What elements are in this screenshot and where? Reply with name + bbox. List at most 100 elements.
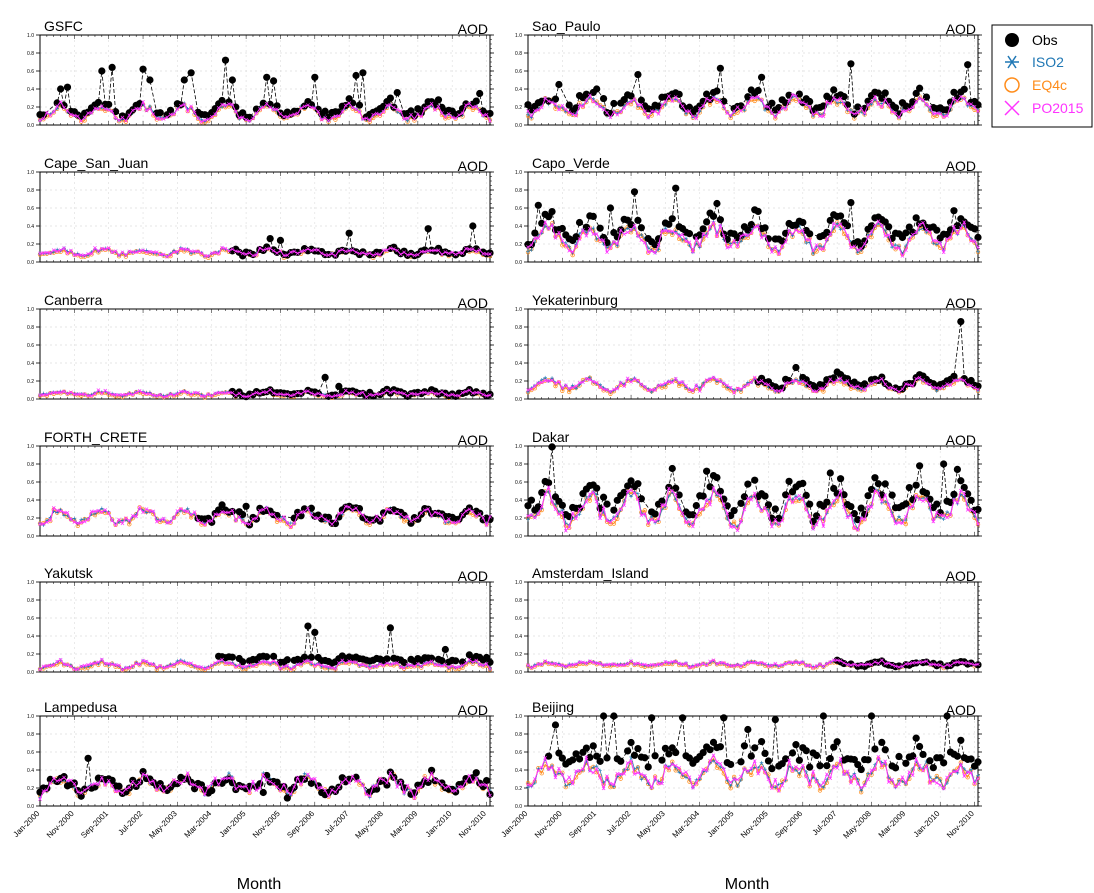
point-po2015 xyxy=(306,103,310,108)
point-po2015 xyxy=(82,253,87,258)
point-iso2 xyxy=(663,226,668,230)
point-po2015 xyxy=(398,390,403,395)
point-po2015 xyxy=(185,247,190,252)
y-tick-label: 0.4 xyxy=(27,498,34,504)
point-po2015 xyxy=(309,391,314,395)
point-obs xyxy=(331,391,340,399)
point-po2015 xyxy=(79,119,84,123)
point-obs xyxy=(269,77,278,85)
point-po2015 xyxy=(694,116,699,121)
point-po2015 xyxy=(866,102,870,107)
point-po2015 xyxy=(976,109,980,114)
point-po2015 xyxy=(220,390,224,395)
point-po2015 xyxy=(886,233,891,237)
point-obs xyxy=(699,225,707,233)
point-iso2 xyxy=(51,250,56,254)
point-po2015 xyxy=(828,232,833,237)
point-obs xyxy=(960,85,968,93)
point-po2015 xyxy=(295,111,300,116)
y-tick-label: 0.2 xyxy=(515,379,522,385)
point-po2015 xyxy=(584,98,589,103)
point-po2015 xyxy=(309,248,314,253)
point-obs xyxy=(974,101,982,109)
point-obs xyxy=(63,83,72,91)
point-po2015 xyxy=(182,102,187,107)
point-po2015 xyxy=(323,394,327,398)
point-po2015 xyxy=(127,249,132,254)
point-obs xyxy=(486,390,494,398)
point-po2015 xyxy=(378,252,382,257)
point-po2015 xyxy=(62,105,66,110)
point-po2015 xyxy=(93,391,97,396)
panel-cape-san-juan: 0.0 0.2 0.4 0.6 0.8 1.0 Cape_San_Juan AOD xyxy=(27,155,494,266)
point-obs xyxy=(335,382,343,390)
point-po2015 xyxy=(945,237,949,241)
point-po2015 xyxy=(165,115,169,120)
point-po2015 xyxy=(735,244,740,249)
point-po2015 xyxy=(732,109,736,114)
point-po2015 xyxy=(563,243,568,248)
point-po2015 xyxy=(811,112,815,117)
point-obs xyxy=(534,201,542,209)
point-po2015 xyxy=(474,249,479,254)
point-obs xyxy=(273,102,281,110)
point-po2015 xyxy=(526,245,530,249)
point-po2015 xyxy=(182,389,187,394)
y-tick-label: 0.0 xyxy=(27,534,34,540)
point-po2015 xyxy=(337,249,341,253)
point-po2015 xyxy=(907,237,912,242)
point-iso2 xyxy=(591,226,596,230)
point-obs xyxy=(672,184,680,192)
point-po2015 xyxy=(288,393,293,398)
point-iso2 xyxy=(849,108,853,112)
point-po2015 xyxy=(69,248,73,253)
point-po2015 xyxy=(151,112,156,116)
point-po2015 xyxy=(852,112,857,116)
point-po2015 xyxy=(436,392,441,396)
point-po2015 xyxy=(158,252,163,257)
point-po2015 xyxy=(443,250,448,254)
point-po2015 xyxy=(972,105,977,109)
point-obs xyxy=(912,89,920,97)
point-po2015 xyxy=(615,112,620,117)
point-iso2 xyxy=(804,241,809,245)
point-po2015 xyxy=(82,115,87,120)
point-po2015 xyxy=(354,250,358,254)
point-obs xyxy=(575,218,584,227)
point-obs xyxy=(630,188,639,196)
panel-title: FORTH_CRETE xyxy=(44,429,147,445)
point-po2015 xyxy=(529,243,534,247)
point-po2015 xyxy=(103,247,108,251)
point-po2015 xyxy=(395,107,400,112)
point-po2015 xyxy=(790,231,795,236)
point-obs xyxy=(352,71,360,80)
point-po2015 xyxy=(371,393,376,398)
point-po2015 xyxy=(629,228,633,232)
point-po2015 xyxy=(570,112,575,116)
point-po2015 xyxy=(574,244,578,249)
point-po2015 xyxy=(855,248,860,252)
point-po2015 xyxy=(206,392,211,397)
point-po2015 xyxy=(931,238,936,243)
point-po2015 xyxy=(268,246,273,251)
point-po2015 xyxy=(725,245,730,250)
point-po2015 xyxy=(347,391,352,395)
point-iso2 xyxy=(199,117,204,122)
point-po2015 xyxy=(374,392,379,396)
point-po2015 xyxy=(257,246,262,250)
point-po2015 xyxy=(416,252,420,257)
point-po2015 xyxy=(804,237,809,242)
point-po2015 xyxy=(144,391,149,396)
point-po2015 xyxy=(416,392,420,397)
point-po2015 xyxy=(642,109,647,114)
point-po2015 xyxy=(206,254,211,258)
point-po2015 xyxy=(924,102,929,107)
point-po2015 xyxy=(921,98,925,102)
point-obs xyxy=(94,98,102,107)
point-po2015 xyxy=(687,240,692,245)
point-po2015 xyxy=(295,390,300,395)
point-po2015 xyxy=(608,246,613,250)
point-po2015 xyxy=(598,104,602,109)
point-po2015 xyxy=(213,391,218,396)
